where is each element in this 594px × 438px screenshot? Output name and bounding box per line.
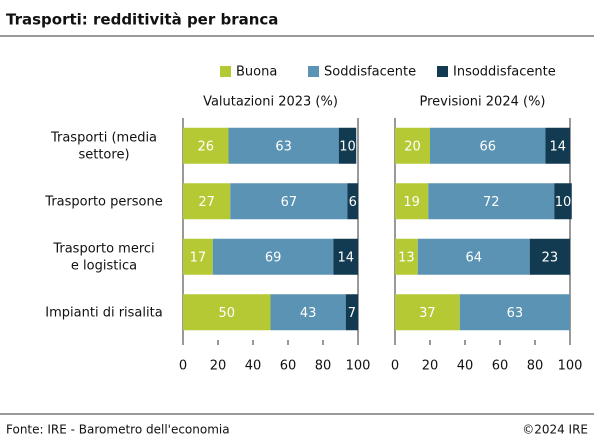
x-tick-label: 100 [558, 359, 583, 374]
value-label: 63 [507, 306, 524, 321]
bar-segment [183, 238, 213, 275]
bar-segment [183, 183, 231, 220]
bar-segment [395, 183, 429, 220]
value-label: 14 [337, 250, 354, 265]
value-label: 63 [275, 139, 292, 154]
value-label: 10 [339, 139, 356, 154]
bar-segment [228, 127, 339, 164]
x-tick-label: 20 [210, 359, 227, 374]
value-label: 23 [542, 250, 559, 265]
bar-segment [183, 127, 229, 164]
value-label: 43 [300, 306, 317, 321]
bar-segment [395, 238, 418, 275]
legend-swatch [308, 66, 319, 77]
bar-segment [395, 294, 460, 331]
x-tick-label: 20 [422, 359, 439, 374]
category-label: Trasporto persone [44, 194, 162, 209]
bar-segment [417, 238, 530, 275]
subplot-title: Previsioni 2024 (%) [419, 95, 545, 110]
x-tick-label: 40 [245, 359, 262, 374]
category-label: Trasporti (media settore) [50, 130, 157, 162]
x-tick-label: 40 [457, 359, 474, 374]
bar-segment [428, 183, 555, 220]
bar-segment [270, 294, 346, 331]
bar-segment [545, 127, 570, 164]
bar-segment [338, 127, 357, 164]
bar-segment [345, 294, 358, 331]
bar-segment [347, 183, 358, 220]
x-tick-label: 60 [280, 359, 297, 374]
category-label: Trasporto merci e logistica [52, 241, 154, 273]
legend-label: Insoddisfacente [453, 65, 556, 80]
value-label: 64 [465, 250, 482, 265]
value-label: 26 [197, 139, 214, 154]
x-tick-label: 0 [391, 359, 399, 374]
value-label: 27 [198, 195, 215, 210]
value-label: 66 [479, 139, 496, 154]
bar-segment [554, 183, 572, 220]
bar-segment [529, 238, 570, 275]
source: Fonte: IRE - Barometro dell'economia [6, 423, 230, 437]
bar-segment [212, 238, 334, 275]
value-label: 72 [483, 195, 500, 210]
bar-segment [183, 294, 271, 331]
x-tick-label: 100 [346, 359, 371, 374]
value-label: 17 [190, 250, 207, 265]
legend-swatch [220, 66, 231, 77]
legend-label: Soddisfacente [324, 65, 416, 80]
bar-segment [333, 238, 358, 275]
legend-label: Buona [236, 65, 277, 80]
x-tick-label: 80 [527, 359, 544, 374]
value-label: 67 [281, 195, 298, 210]
category-label: Impianti di risalita [45, 305, 162, 320]
x-tick-label: 60 [492, 359, 509, 374]
value-label: 37 [419, 306, 436, 321]
value-label: 20 [404, 139, 421, 154]
bar-segment [395, 127, 430, 164]
value-label: 50 [218, 306, 235, 321]
subplot-title: Valutazioni 2023 (%) [203, 95, 338, 110]
bar-segment [459, 294, 570, 331]
value-label: 19 [403, 195, 420, 210]
chart-title: Trasporti: redditività per branca [6, 11, 278, 29]
value-label: 69 [265, 250, 282, 265]
bar-segment [230, 183, 348, 220]
value-label: 13 [398, 250, 415, 265]
value-label: 14 [549, 139, 566, 154]
x-tick-label: 80 [315, 359, 332, 374]
copyright: ©2024 IRE [522, 423, 588, 437]
legend-swatch [437, 66, 448, 77]
x-tick-label: 0 [179, 359, 187, 374]
value-label: 10 [555, 195, 572, 210]
value-label: 6 [349, 195, 357, 210]
bar-segment [430, 127, 546, 164]
value-label: 7 [348, 306, 356, 321]
